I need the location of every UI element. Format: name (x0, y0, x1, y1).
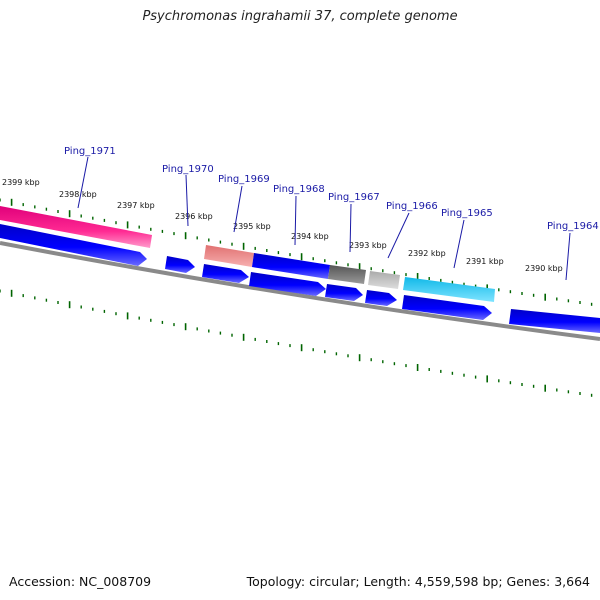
kbp-label: 2392 kbp (408, 249, 446, 258)
gene-label-ping-1964[interactable]: Ping_1964 (547, 221, 599, 232)
gene-label-ping-1971[interactable]: Ping_1971 (64, 146, 116, 157)
gene-label-ping-1968[interactable]: Ping_1968 (273, 184, 325, 195)
trna-feature-ping-1965[interactable] (403, 277, 495, 302)
gene-label-ping-1966[interactable]: Ping_1966 (386, 201, 438, 212)
leader-line (185, 174, 189, 227)
gene-label-ping-1970[interactable]: Ping_1970 (162, 164, 214, 175)
gene-label-ping-1965[interactable]: Ping_1965 (441, 208, 493, 219)
forward-strand-features (0, 206, 495, 302)
kbp-label: 2395 kbp (233, 222, 271, 231)
kbp-label: 2390 kbp (525, 264, 563, 273)
leader-line (77, 156, 89, 209)
gene-feature-ping-1966[interactable] (368, 271, 400, 289)
cds-arrow-8[interactable] (509, 309, 600, 333)
cds-arrow-4[interactable] (249, 272, 326, 296)
gene-feature-ping-1968[interactable] (252, 253, 330, 279)
map-title: Psychromonas ingrahamii 37, complete gen… (142, 9, 458, 24)
kbp-label: 2399 kbp (2, 178, 40, 187)
leader-line (387, 212, 410, 259)
kbp-label: 2394 kbp (291, 232, 329, 241)
leader-line (349, 203, 352, 253)
leader-line (233, 185, 243, 233)
gene-label-leaders (77, 156, 571, 281)
accession-text: Accession: NC_008709 (9, 574, 152, 589)
gene-labels: Ping_1971 Ping_1970 Ping_1969 Ping_1968 … (64, 146, 599, 232)
cds-arrow-5[interactable] (325, 284, 363, 301)
rrna-feature-ping-1971[interactable] (0, 206, 152, 248)
kbp-label: 2397 kbp (117, 201, 155, 210)
cds-arrow-3[interactable] (202, 264, 249, 283)
kbp-label: 2396 kbp (175, 212, 213, 221)
gene-label-ping-1967[interactable]: Ping_1967 (328, 192, 380, 203)
kbp-label: 2398 kbp (59, 190, 97, 199)
cds-arrow-2[interactable] (165, 256, 195, 273)
cds-arrows (0, 224, 600, 333)
kbp-label: 2393 kbp (349, 241, 387, 250)
leader-line (294, 195, 297, 246)
lower-tick-ruler (0, 289, 593, 397)
upper-tick-ruler (0, 198, 593, 306)
genome-backbone (0, 241, 600, 341)
cds-arrow-1[interactable] (0, 224, 147, 266)
kbp-labels: 2399 kbp 2398 kbp 2397 kbp 2396 kbp 2395… (2, 178, 563, 273)
leader-line (453, 219, 465, 269)
pseudo-feature-ping-1969[interactable] (204, 245, 254, 267)
gene-feature-ping-1967[interactable] (328, 265, 366, 284)
gene-label-ping-1969[interactable]: Ping_1969 (218, 174, 270, 185)
kbp-label: 2391 kbp (466, 257, 504, 266)
genome-summary-text: Topology: circular; Length: 4,559,598 bp… (246, 574, 590, 589)
cds-arrow-7[interactable] (402, 295, 492, 320)
leader-line (565, 232, 571, 281)
cds-arrow-6[interactable] (365, 290, 397, 306)
